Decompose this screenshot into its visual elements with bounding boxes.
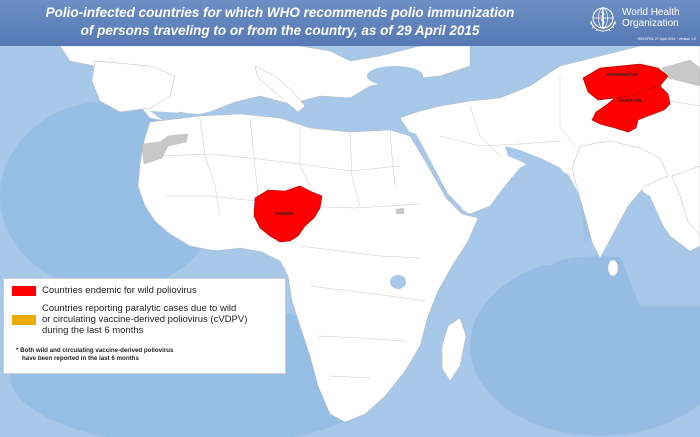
caspian-sea [476,60,494,106]
lake-victoria [390,275,406,289]
nigeria-shape [253,185,323,243]
map-reference: WHO/POL 27 April 2015 · Version 1.0 [637,37,696,41]
legend-label-cvdpv: Countries reporting paralytic cases due … [42,303,282,336]
legend-swatch-cvdpv [12,315,36,325]
pakistan-label: PAKISTAN [619,98,641,103]
legend-swatch-endemic [12,286,36,296]
organization-name: World Health Organization [622,7,698,29]
sri-lanka-landmass [607,259,619,277]
southeast-asia-landmass [671,165,700,237]
nigeria-label: NIGERIA [275,211,295,216]
abyei-area [396,208,404,214]
legend-label-cvdpv-line-2: or circulating vaccine-derived polioviru… [42,314,248,325]
africa-landmass [137,113,479,423]
map-title: Polio-infected countries for which WHO r… [0,4,560,40]
map-legend: Countries endemic for wild poliovirus Co… [3,278,286,374]
map-title-line-2: of persons traveling to or from the coun… [80,23,480,38]
pakistan-shape [591,85,671,133]
india-landmass [571,140,669,259]
western-sahara-area [141,133,189,165]
who-emblem-icon [589,7,617,32]
legend-footnote: * Both wild and circulating vaccine-deri… [16,347,276,363]
map-title-line-1: Polio-infected countries for which WHO r… [45,5,515,20]
arabian-sea [470,164,585,266]
black-sea [367,66,423,86]
legend-footnote-line-1: * Both wild and circulating vaccine-deri… [16,347,174,354]
organization-name-line-2: Organization [622,18,679,29]
header-band: Polio-infected countries for which WHO r… [0,0,700,46]
madagascar-landmass [441,317,467,382]
legend-label-endemic: Countries endemic for wild poliovirus [42,285,282,296]
kashmir-area [661,59,700,87]
iberia-landmass [91,60,176,113]
legend-label-endemic-line-1: Countries endemic for wild poliovirus [42,285,197,296]
world-map: NIGERIA AFGHANISTAN PAKISTAN [0,46,700,437]
afghanistan-label: AFGHANISTAN [606,72,638,77]
bay-of-bengal [620,181,700,306]
organization-name-line-1: World Health [622,7,680,18]
legend-label-cvdpv-line-3: during the last 6 months [42,325,144,336]
italy-landmass [254,65,306,113]
persian-gulf [505,146,548,172]
legend-footnote-line-2: have been reported in the last 6 months [22,355,139,362]
legend-label-cvdpv-line-1: Countries reporting paralytic cases due … [42,303,237,314]
